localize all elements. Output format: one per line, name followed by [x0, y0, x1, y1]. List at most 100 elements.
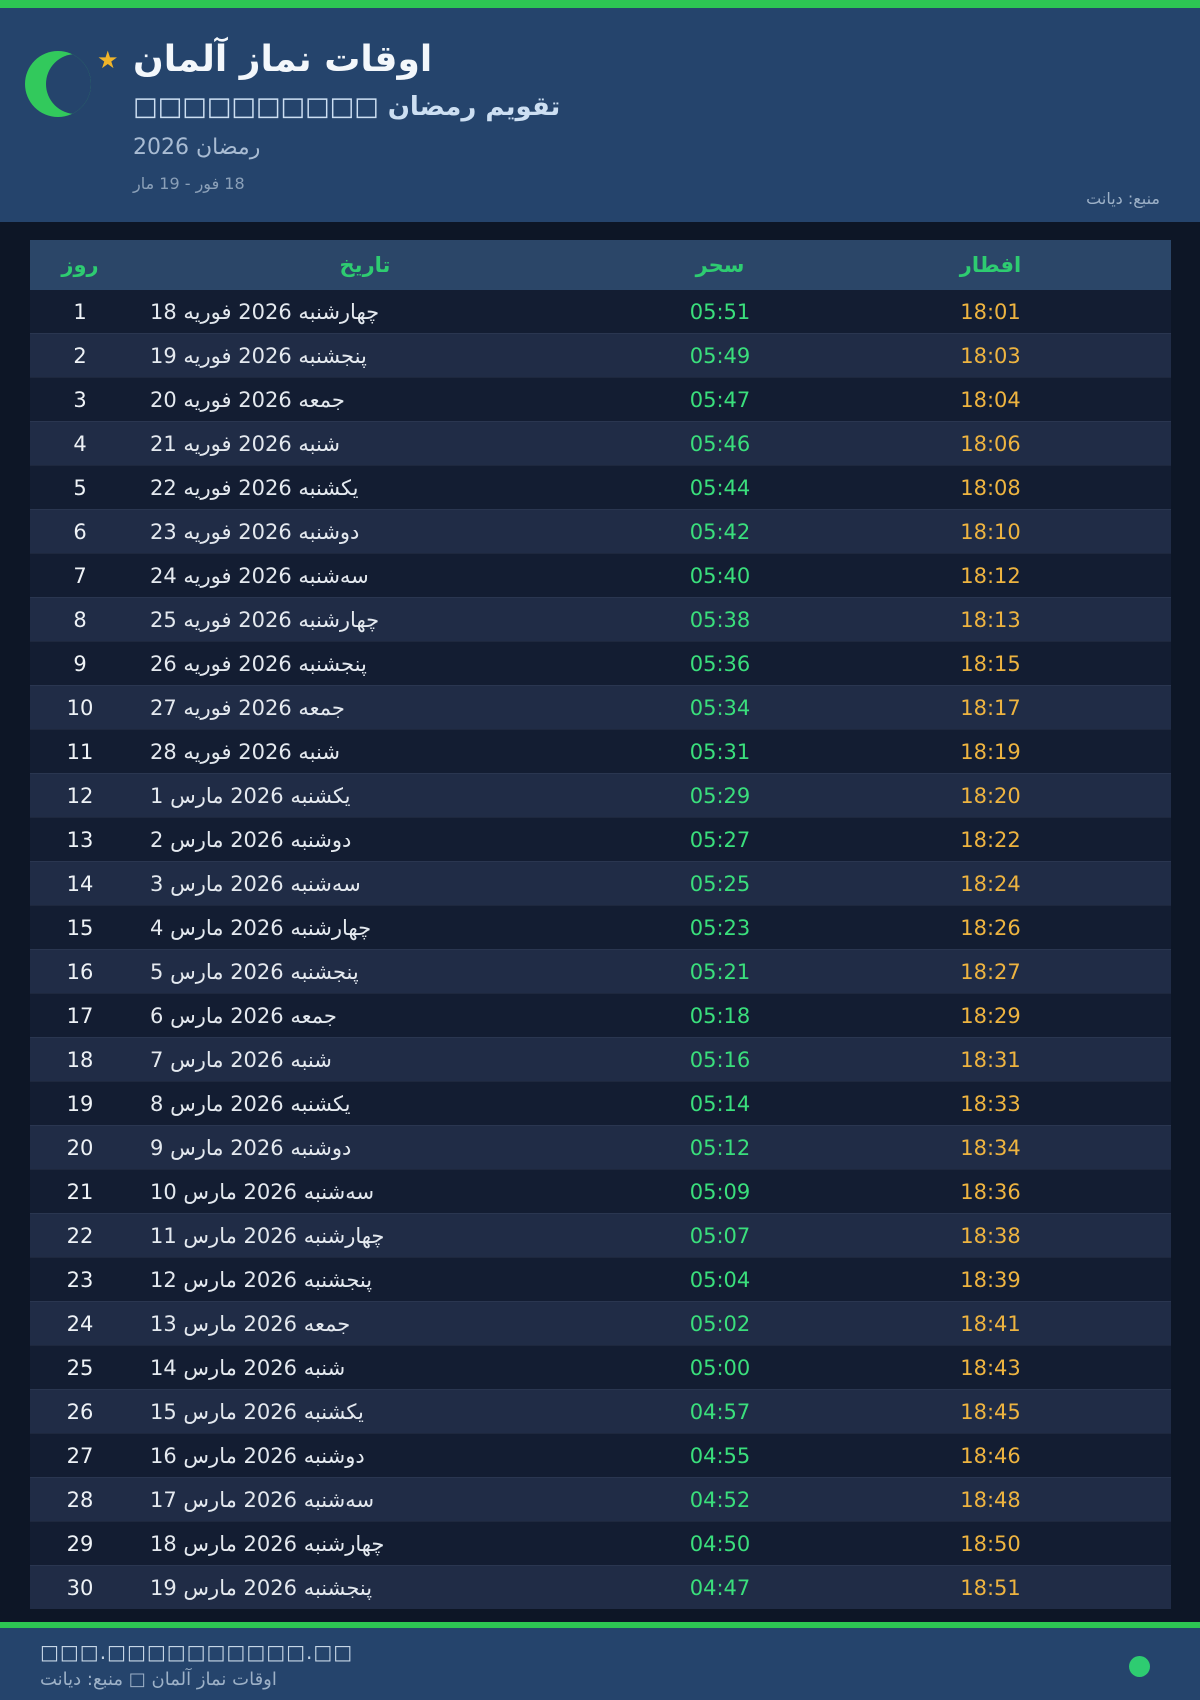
day-cell: 20	[66, 1135, 94, 1160]
iftar-cell: 18:45	[960, 1399, 1021, 1424]
day-cell: 5	[73, 475, 87, 500]
suhoor-cell: 05:27	[689, 827, 751, 852]
table-row: 19 8 مارس 2026 یکشنبه 05:14 18:33	[30, 1081, 1171, 1125]
footer-credit: اوقات نماز آلمان □ منبع: دیانت	[40, 1669, 277, 1690]
suhoor-cell: 05:00	[689, 1355, 751, 1380]
season-label: رمضان 2026	[133, 135, 261, 160]
suhoor-cell: 05:09	[689, 1179, 751, 1204]
day-cell: 16	[66, 959, 94, 984]
date-cell: 11 مارس 2026 چهارشنبه	[150, 1223, 385, 1248]
table-row: 1 18 فوریه 2026 چهارشنبه 05:51 18:01	[30, 290, 1171, 333]
table-row: 9 26 فوریه 2026 پنجشنبه 05:36 18:15	[30, 641, 1171, 685]
date-cell: 21 فوریه 2026 شنبه	[150, 431, 340, 456]
day-cell: 30	[66, 1575, 94, 1600]
table-header-row: روز تاریخ سحر افطار	[30, 240, 1171, 290]
date-cell: 2 مارس 2026 دوشنبه	[150, 827, 352, 852]
suhoor-cell: 04:50	[689, 1531, 751, 1556]
iftar-cell: 18:33	[960, 1091, 1021, 1116]
day-cell: 27	[66, 1443, 94, 1468]
date-cell: 6 مارس 2026 جمعه	[150, 1003, 337, 1028]
iftar-cell: 18:38	[960, 1223, 1021, 1248]
suhoor-cell: 05:40	[689, 563, 751, 588]
iftar-cell: 18:17	[960, 695, 1021, 720]
page-subtitle: تقویم رمضان □□□□□□□□□□	[133, 92, 561, 122]
iftar-cell: 18:48	[960, 1487, 1021, 1512]
day-cell: 15	[66, 915, 94, 940]
suhoor-cell: 04:55	[689, 1443, 751, 1468]
page-title: اوقات نماز آلمان	[133, 39, 433, 80]
date-cell: 23 فوریه 2026 دوشنبه	[150, 519, 360, 544]
suhoor-cell: 05:14	[689, 1091, 751, 1116]
table-row: 6 23 فوریه 2026 دوشنبه 05:42 18:10	[30, 509, 1171, 553]
table-row: 26 15 مارس 2026 یکشنبه 04:57 18:45	[30, 1389, 1171, 1433]
suhoor-cell: 05:23	[689, 915, 751, 940]
table-row: 8 25 فوریه 2026 چهارشنبه 05:38 18:13	[30, 597, 1171, 641]
day-cell: 6	[73, 519, 87, 544]
day-cell: 1	[73, 299, 87, 324]
iftar-cell: 18:26	[960, 915, 1021, 940]
table-row: 5 22 فوریه 2026 یکشنبه 05:44 18:08	[30, 465, 1171, 509]
header: ★ اوقات نماز آلمان تقویم رمضان □□□□□□□□□…	[0, 8, 1200, 222]
day-cell: 28	[66, 1487, 94, 1512]
table-row: 2 19 فوریه 2026 پنجشنبه 05:49 18:03	[30, 333, 1171, 377]
table-row: 15 4 مارس 2026 چهارشنبه 05:23 18:26	[30, 905, 1171, 949]
table-row: 28 17 مارس 2026 سه‌شنبه 04:52 18:48	[30, 1477, 1171, 1521]
date-cell: 13 مارس 2026 جمعه	[150, 1311, 351, 1336]
iftar-cell: 18:03	[960, 343, 1021, 368]
table-row: 29 18 مارس 2026 چهارشنبه 04:50 18:50	[30, 1521, 1171, 1565]
prayer-times-table: روز تاریخ سحر افطار 1 18 فوریه 2026 چهار…	[30, 240, 1171, 1609]
day-cell: 11	[66, 739, 94, 764]
day-cell: 25	[66, 1355, 94, 1380]
date-cell: 25 فوریه 2026 چهارشنبه	[150, 607, 380, 632]
suhoor-cell: 05:34	[689, 695, 751, 720]
iftar-cell: 18:04	[960, 387, 1021, 412]
column-header-day: روز	[61, 253, 99, 277]
day-cell: 17	[66, 1003, 94, 1028]
date-cell: 7 مارس 2026 شنبه	[150, 1047, 332, 1072]
date-cell: 20 فوریه 2026 جمعه	[150, 387, 345, 412]
footer-url: □□□.□□□□□□□□□□.□□	[40, 1640, 354, 1664]
day-cell: 23	[66, 1267, 94, 1292]
column-header-suhoor: سحر	[695, 253, 745, 277]
table-row: 4 21 فوریه 2026 شنبه 05:46 18:06	[30, 421, 1171, 465]
iftar-cell: 18:34	[960, 1135, 1021, 1160]
suhoor-cell: 05:07	[689, 1223, 751, 1248]
day-cell: 18	[66, 1047, 94, 1072]
table-row: 30 19 مارس 2026 پنجشنبه 04:47 18:51	[30, 1565, 1171, 1609]
crescent-moon-icon	[25, 51, 91, 117]
date-cell: 28 فوریه 2026 شنبه	[150, 739, 340, 764]
suhoor-cell: 05:46	[689, 431, 751, 456]
suhoor-cell: 05:12	[689, 1135, 751, 1160]
iftar-cell: 18:39	[960, 1267, 1021, 1292]
table-row: 22 11 مارس 2026 چهارشنبه 05:07 18:38	[30, 1213, 1171, 1257]
iftar-cell: 18:20	[960, 783, 1021, 808]
day-cell: 13	[66, 827, 94, 852]
date-cell: 18 فوریه 2026 چهارشنبه	[150, 299, 380, 324]
day-cell: 3	[73, 387, 87, 412]
iftar-cell: 18:24	[960, 871, 1021, 896]
suhoor-cell: 05:04	[689, 1267, 751, 1292]
table-row: 24 13 مارس 2026 جمعه 05:02 18:41	[30, 1301, 1171, 1345]
date-cell: 17 مارس 2026 سه‌شنبه	[150, 1487, 375, 1512]
day-cell: 2	[73, 343, 87, 368]
day-cell: 10	[66, 695, 94, 720]
table-row: 20 9 مارس 2026 دوشنبه 05:12 18:34	[30, 1125, 1171, 1169]
suhoor-cell: 04:47	[689, 1575, 751, 1600]
table-row: 25 14 مارس 2026 شنبه 05:00 18:43	[30, 1345, 1171, 1389]
date-cell: 5 مارس 2026 پنجشنبه	[150, 959, 359, 984]
column-header-date: تاریخ	[339, 253, 391, 277]
iftar-cell: 18:13	[960, 607, 1021, 632]
table-row: 7 24 فوریه 2026 سه‌شنبه 05:40 18:12	[30, 553, 1171, 597]
suhoor-cell: 05:38	[689, 607, 751, 632]
table-row: 23 12 مارس 2026 پنجشنبه 05:04 18:39	[30, 1257, 1171, 1301]
suhoor-cell: 04:52	[689, 1487, 751, 1512]
date-cell: 26 فوریه 2026 پنجشنبه	[150, 651, 367, 676]
suhoor-cell: 05:42	[689, 519, 751, 544]
date-cell: 1 مارس 2026 یکشنبه	[150, 783, 351, 808]
date-cell: 9 مارس 2026 دوشنبه	[150, 1135, 352, 1160]
header-main: ★ اوقات نماز آلمان تقویم رمضان □□□□□□□□□…	[25, 39, 1160, 194]
day-cell: 19	[66, 1091, 94, 1116]
table-row: 13 2 مارس 2026 دوشنبه 05:27 18:22	[30, 817, 1171, 861]
footer: □□□.□□□□□□□□□□.□□ اوقات نماز آلمان □ منب…	[0, 1628, 1200, 1700]
table-row: 10 27 فوریه 2026 جمعه 05:34 18:17	[30, 685, 1171, 729]
